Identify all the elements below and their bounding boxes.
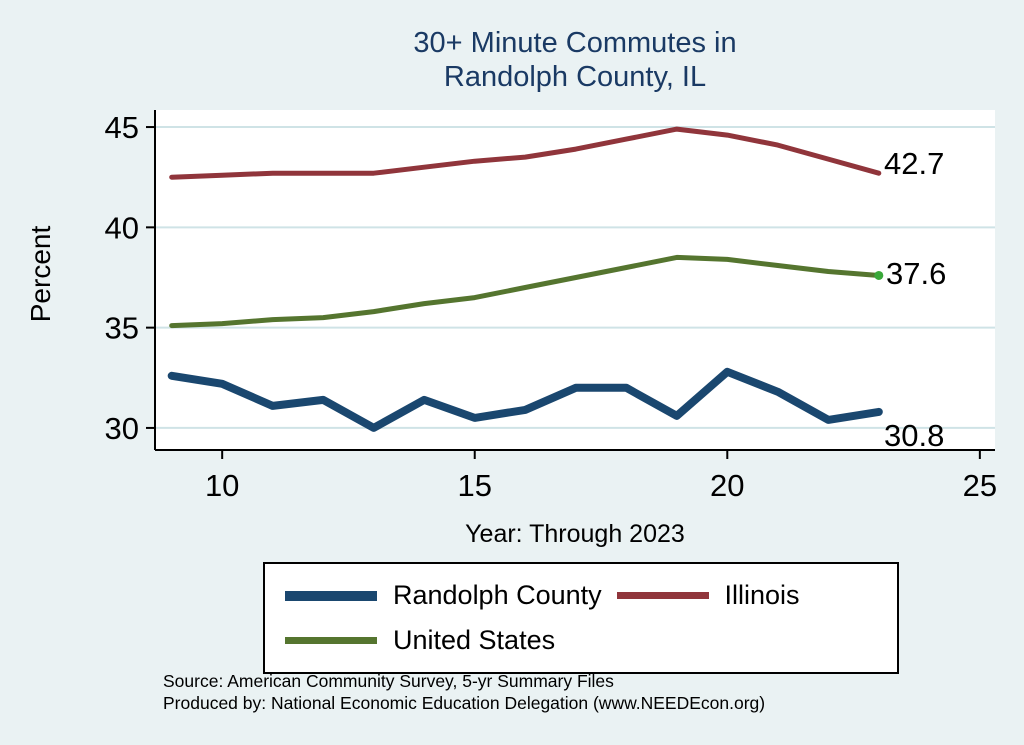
chart-title-line1: 30+ Minute Commutes in xyxy=(413,27,737,59)
x-tick-label: 20 xyxy=(710,468,744,503)
chart-title: 30+ Minute Commutes in Randolph County, … xyxy=(155,26,995,94)
x-axis-label: Year: Through 2023 xyxy=(465,520,685,548)
x-tick-label: 25 xyxy=(963,468,997,503)
source-note: Source: American Community Survey, 5-yr … xyxy=(163,670,765,715)
x-tick-label: 10 xyxy=(205,468,239,503)
y-tick-label: 40 xyxy=(105,210,139,245)
plot-area: 30 35 40 45 10 15 20 25 xyxy=(105,110,997,503)
end-label-illinois: 42.7 xyxy=(884,146,945,181)
legend-label-randolph-county: Randolph County xyxy=(393,580,602,610)
legend-item-randolph-county: Randolph County xyxy=(285,580,617,611)
legend-swatch-united-states xyxy=(285,637,377,644)
legend: Randolph County Illinois United States xyxy=(263,562,899,674)
end-label-randolph-county: 30.8 xyxy=(884,418,945,453)
y-tick-label: 35 xyxy=(105,311,139,346)
legend-label-illinois: Illinois xyxy=(724,580,800,610)
legend-swatch-illinois xyxy=(616,592,709,599)
y-tick-label: 45 xyxy=(105,110,139,145)
legend-swatch-randolph-county xyxy=(285,590,377,601)
x-tick-label: 15 xyxy=(457,468,491,503)
end-marker xyxy=(874,270,884,280)
y-tick-label: 30 xyxy=(105,411,139,446)
series-line-illinois xyxy=(169,126,882,180)
legend-item-illinois: Illinois xyxy=(616,580,877,611)
end-label-united-states: 37.6 xyxy=(886,256,947,291)
legend-label-united-states: United States xyxy=(393,625,556,655)
series-line-united-states xyxy=(169,254,882,329)
chart-title-line2: Randolph County, IL xyxy=(443,61,707,94)
produced-by-line: Produced by: National Economic Education… xyxy=(163,693,766,714)
source-line: Source: American Community Survey, 5-yr … xyxy=(163,671,614,691)
legend-item-united-states: United States xyxy=(285,625,617,656)
series-line-randolph-county xyxy=(167,367,883,432)
